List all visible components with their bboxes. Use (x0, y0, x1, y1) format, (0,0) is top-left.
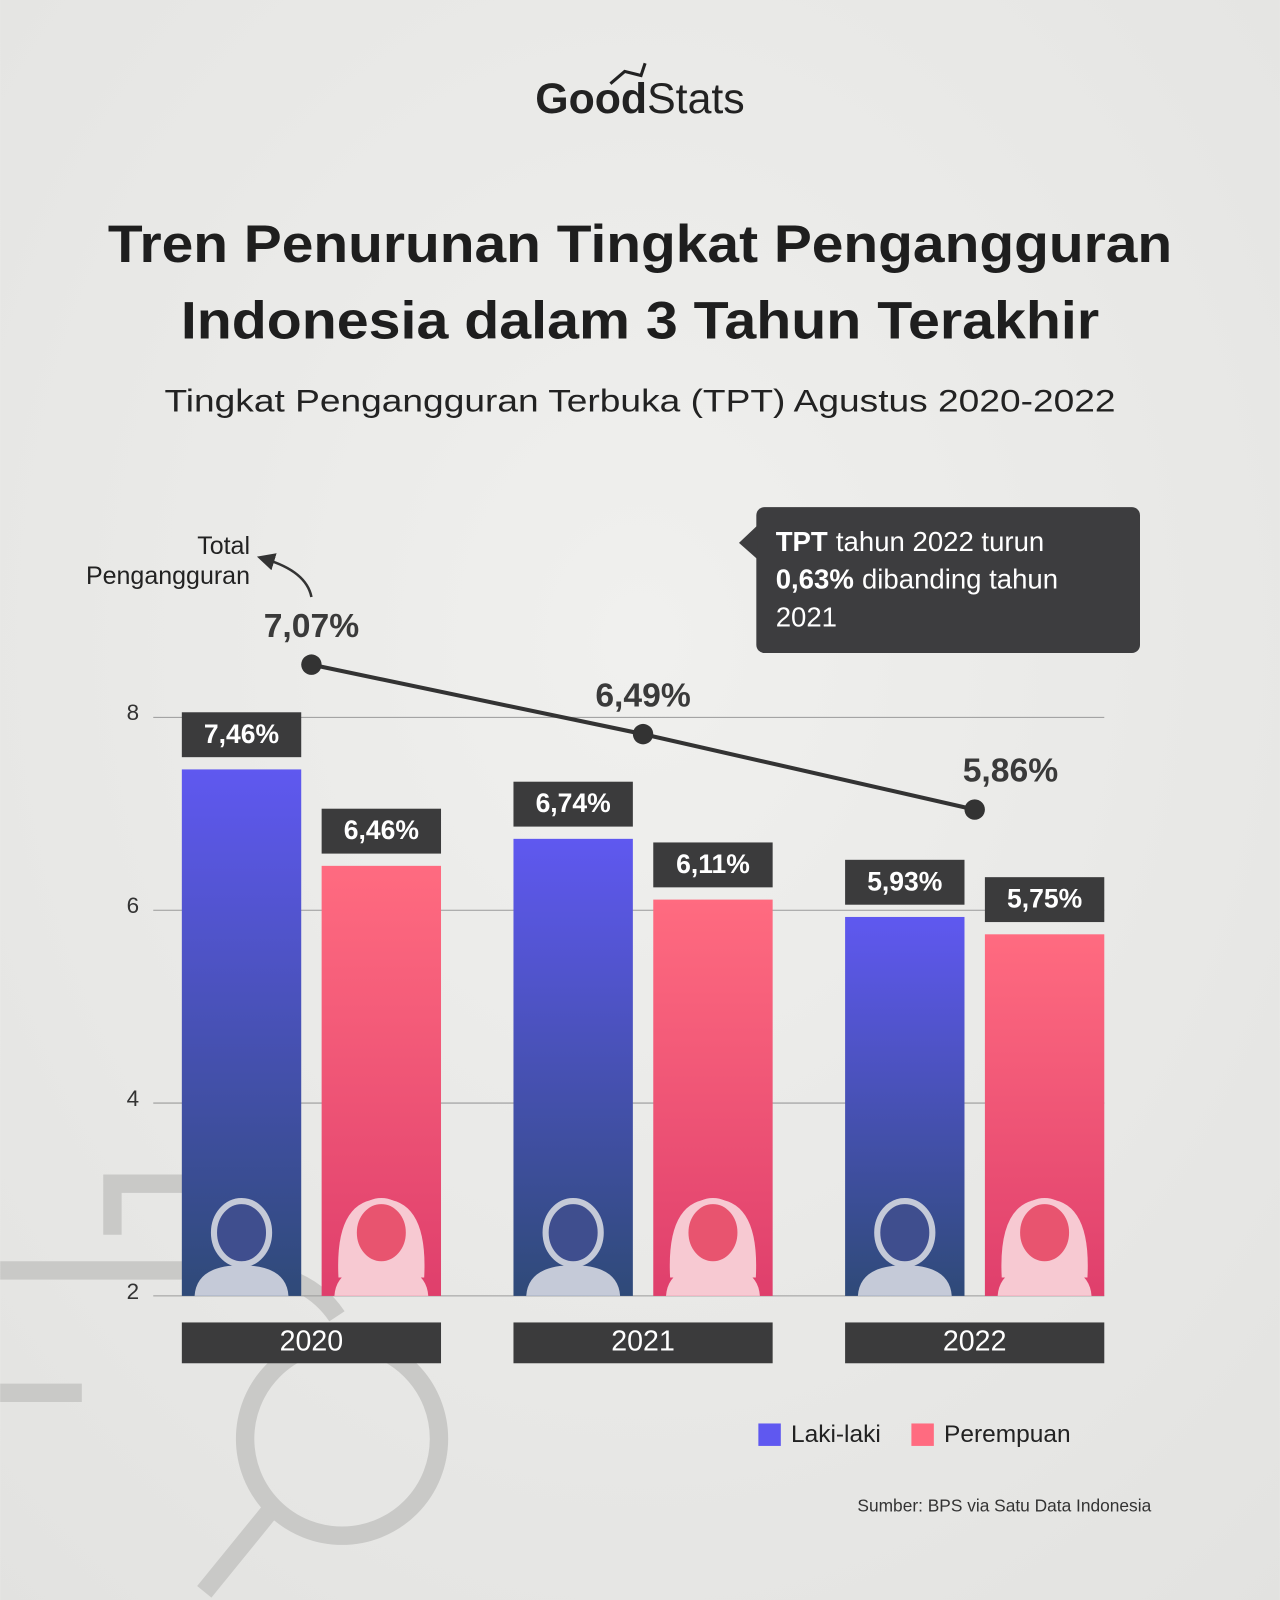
chart-title: Tren Penurunan Tingkat Pengangguran (108, 215, 1172, 274)
legend-swatch (911, 1423, 934, 1446)
person-icon (194, 1197, 289, 1296)
body (857, 1265, 952, 1296)
body (194, 1265, 289, 1296)
legend-label: Laki-laki (791, 1421, 881, 1448)
x-tick-label: 2020 (280, 1325, 344, 1357)
value-label: 6,46% (344, 815, 419, 845)
logo-bold: Good (535, 75, 647, 123)
person-icon (666, 1197, 760, 1296)
body (526, 1265, 621, 1296)
value-label: 7,46% (204, 719, 279, 749)
value-label-box (984, 877, 1105, 923)
value-label-box (845, 859, 965, 905)
chart-subtitle: Tingkat Pengangguran Terbuka (TPT) Agust… (164, 382, 1115, 418)
line-value-label: 7,07% (264, 608, 360, 645)
category-box (181, 1322, 442, 1364)
line-value-label: 6,49% (595, 677, 691, 714)
head (542, 1197, 604, 1268)
value-label: 6,74% (536, 788, 611, 818)
value-label-box (513, 781, 633, 827)
source: Sumber: BPS via Satu Data Indonesia (857, 1496, 1151, 1516)
callout-bold: 0,63% (776, 564, 854, 595)
value-label-box (653, 842, 773, 888)
callout-pointer (738, 525, 758, 560)
chart-title: Indonesia dalam 3 Tahun Terakhir (181, 292, 1099, 351)
logo: GoodStats (535, 75, 744, 123)
y-tick-label: 4 (127, 1086, 139, 1111)
person-icon (997, 1197, 1092, 1296)
y-tick-label: 2 (127, 1279, 139, 1304)
head (210, 1197, 273, 1268)
value-label: 5,75% (1007, 884, 1082, 914)
callout-normal: tahun 2022 turun (836, 526, 1044, 557)
value-label-box (321, 808, 442, 854)
logo-light: Stats (647, 75, 745, 123)
line-point (632, 723, 654, 745)
category-box (513, 1322, 773, 1364)
body (666, 1265, 760, 1296)
head (350, 1197, 412, 1268)
line-point (301, 654, 322, 675)
x-tick-label: 2022 (943, 1325, 1007, 1357)
callout-text: 2021 (776, 602, 837, 633)
line-value-label: 5,86% (963, 753, 1059, 790)
callout-box (756, 507, 1140, 654)
arrow (256, 553, 313, 598)
legend-swatch (758, 1423, 781, 1446)
y-tick-label: 6 (127, 893, 139, 918)
person-icon (857, 1197, 952, 1296)
x-tick-label: 2021 (611, 1325, 675, 1357)
body (334, 1265, 429, 1296)
logo-icon (609, 62, 647, 85)
legend-label: Perempuan (944, 1421, 1071, 1448)
value-label: 5,93% (867, 866, 942, 896)
callout-bold: TPT (776, 526, 828, 557)
body (997, 1265, 1092, 1296)
value-label: 6,11% (676, 849, 750, 879)
callout-text: TPT tahun 2022 turun (776, 526, 1045, 557)
head (1013, 1197, 1076, 1268)
category-box (845, 1322, 1105, 1364)
line-series-label: Total Pengangguran (85, 532, 250, 590)
line-point (964, 799, 985, 820)
callout-text: 0,63% dibanding tahun (776, 564, 1058, 595)
y-tick-label: 8 (127, 700, 139, 725)
person-icon (526, 1197, 621, 1296)
value-label-box (181, 712, 302, 758)
head (682, 1197, 744, 1268)
person-icon (334, 1197, 429, 1296)
callout-normal: dibanding tahun (862, 564, 1058, 595)
head (874, 1197, 936, 1268)
